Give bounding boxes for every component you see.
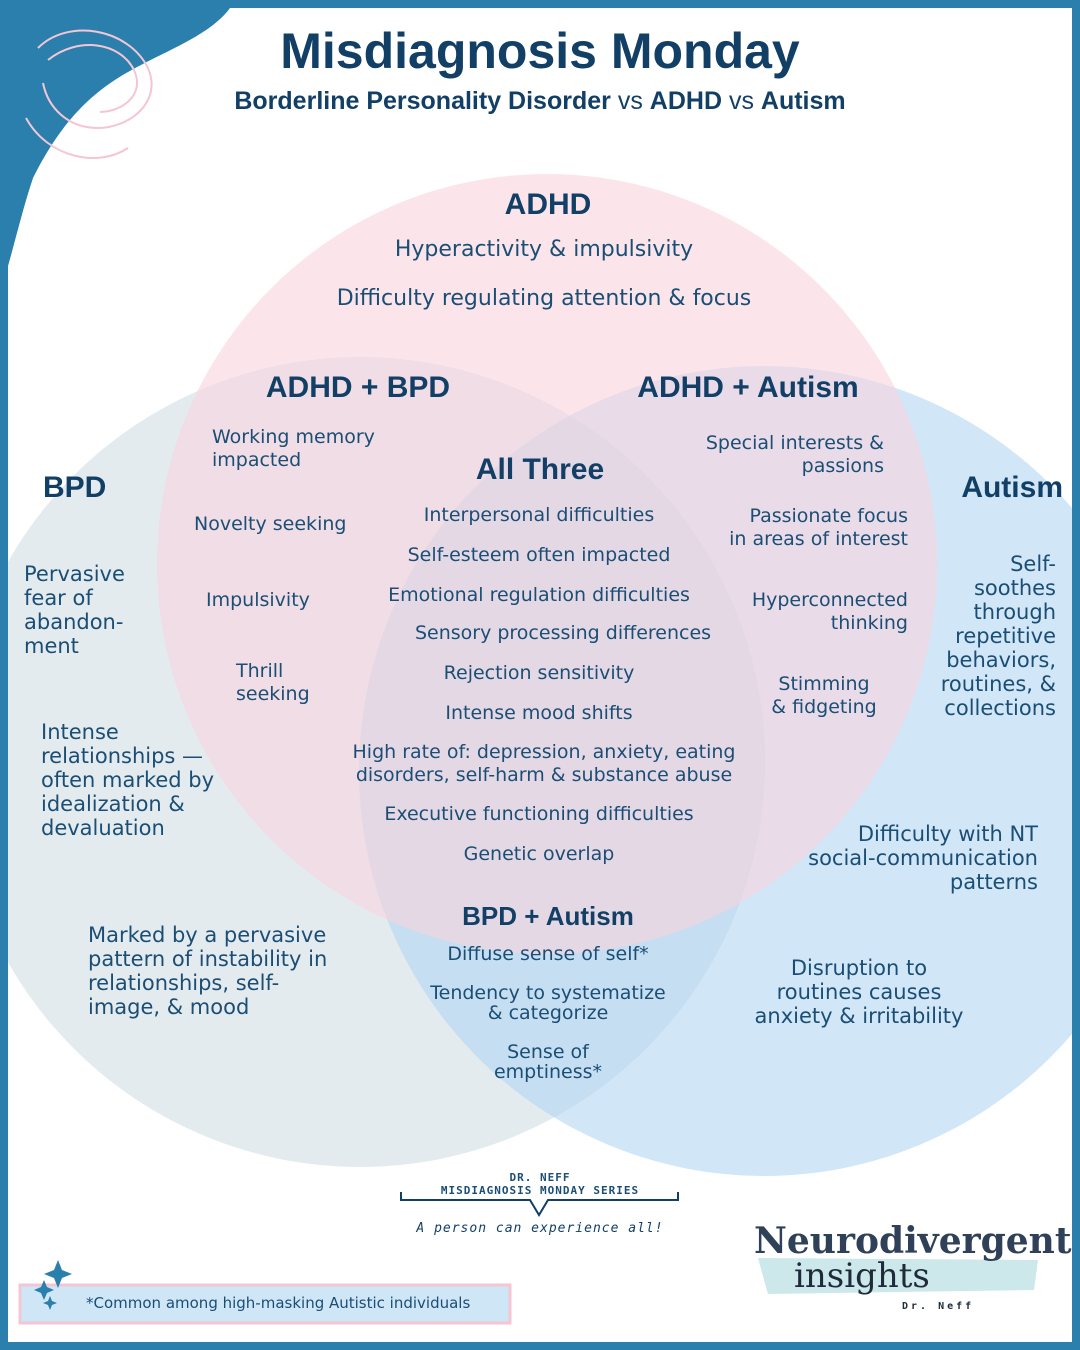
all-three-item: Executive functioning difficulties — [384, 803, 694, 825]
adhd-bpd-item: Thrill seeking — [236, 660, 310, 705]
bpd-item: Marked by a pervasive pattern of instabi… — [88, 923, 328, 1019]
all-three-item: Emotional regulation difficulties — [388, 584, 690, 606]
adhd-autism-title: ADHD + Autism — [637, 371, 859, 404]
adhd-bpd-title: ADHD + BPD — [265, 371, 451, 404]
all-three-item: Rejection sensitivity — [443, 662, 635, 684]
corner-swirl-decoration — [37, 29, 153, 130]
adhd-item: Difficulty regulating attention & focus — [336, 286, 752, 311]
adhd-autism-item: Hyperconnected thinking — [751, 589, 908, 634]
adhd-bpd-item: Impulsivity — [206, 589, 310, 611]
adhd-item: Hyperactivity & impulsivity — [394, 237, 694, 262]
adhd-autism-item: Passionate focus in areas of interest — [729, 505, 908, 550]
series-bracket — [400, 1192, 679, 1217]
adhd-autism-item: Stimming & fidgeting — [771, 673, 877, 718]
brand-highlight — [758, 1258, 1038, 1294]
bpd-item: Pervasive fear of abandon- ment — [24, 562, 125, 658]
subtitle-autism: Autism — [760, 87, 846, 115]
autism-item: Disruption to routines causes anxiety & … — [754, 956, 964, 1028]
content-card: Misdiagnosis Monday Borderline Personali… — [8, 8, 1072, 1342]
autism-item: Difficulty with NT social-communication … — [808, 822, 1038, 894]
bpd-title: BPD — [43, 471, 107, 504]
venn-diagram — [8, 8, 1072, 1325]
bpd-autism-item: Tendency to systematize & categorize — [430, 982, 666, 1024]
all-three-item: High rate of: depression, anxiety, eatin… — [352, 741, 736, 786]
all-three-item: Intense mood shifts — [445, 702, 633, 724]
adhd-bpd-item: Novelty seeking — [194, 513, 347, 535]
brand-line2: insights — [794, 1256, 930, 1296]
series-tagline: A person can experience all! — [416, 1221, 664, 1236]
all-three-item: Interpersonal difficulties — [423, 504, 655, 526]
sparkles-icon — [34, 1260, 72, 1310]
footnote-text: *Common among high-masking Autistic indi… — [86, 1294, 471, 1312]
bpd-autism-item: Sense of emptiness* — [493, 1041, 603, 1083]
autism-item: Self- soothes through repetitive behavio… — [940, 552, 1056, 720]
autism-title: Autism — [961, 471, 1063, 504]
adhd-title: ADHD — [504, 188, 592, 221]
adhd-circle — [157, 174, 937, 954]
brand-signature: Dr. Neff — [902, 1301, 975, 1312]
corner-blob-decoration — [8, 8, 230, 266]
all-three-title: All Three — [475, 453, 605, 486]
subtitle-bpd: Borderline Personality Disorder — [234, 87, 611, 115]
adhd-autism-item: Special interests & passions — [705, 432, 884, 477]
all-three-item: Self-esteem often impacted — [407, 544, 671, 566]
series-author: DR. NEFF — [509, 1171, 571, 1184]
subtitle-vs: vs — [722, 87, 761, 115]
page-title: Misdiagnosis Monday — [280, 23, 800, 79]
brand-line1: Neurodivergent — [754, 1220, 1072, 1262]
series-name: MISDIAGNOSIS MONDAY SERIES — [440, 1184, 640, 1197]
all-three-item: Genetic overlap — [463, 843, 615, 865]
page-subtitle: Borderline Personality Disorder vs ADHD … — [8, 87, 1072, 116]
footnote-box — [18, 1283, 512, 1325]
bpd-item: Intense relationships — often marked by … — [41, 720, 215, 840]
subtitle-vs: vs — [610, 87, 650, 115]
bpd-autism-item: Diffuse sense of self* — [447, 943, 649, 965]
subtitle-adhd: ADHD — [649, 87, 722, 115]
bpd-autism-title: BPD + Autism — [462, 901, 634, 931]
all-three-item: Sensory processing differences — [414, 622, 712, 644]
adhd-bpd-item: Working memory impacted — [212, 426, 375, 471]
